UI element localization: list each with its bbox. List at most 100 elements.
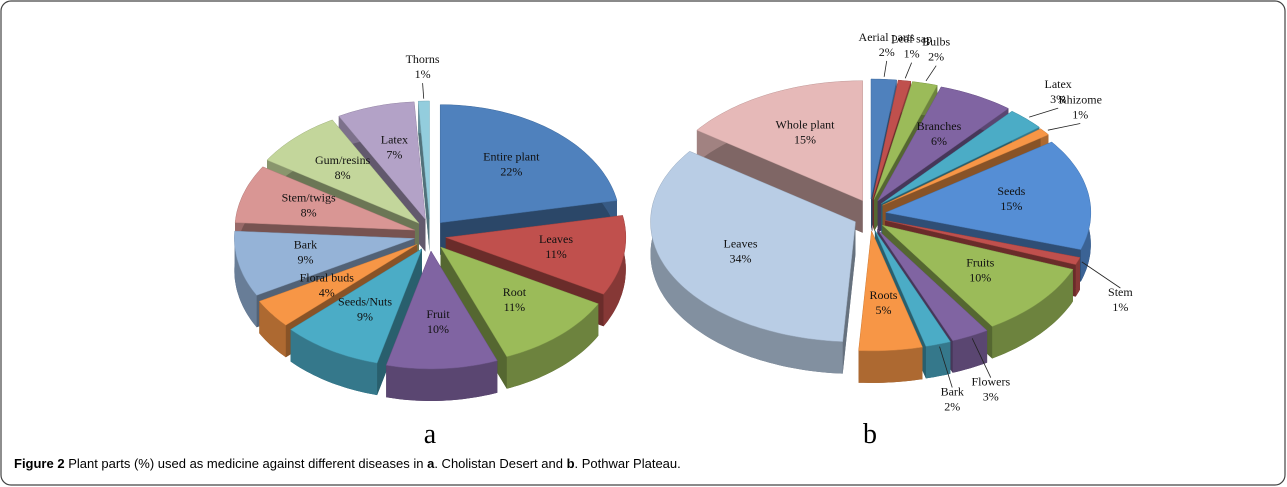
slice-side — [842, 221, 856, 374]
slice — [882, 128, 1049, 206]
slice-value: 1% — [1112, 300, 1128, 314]
slice-value: 5% — [875, 303, 891, 317]
slice — [385, 250, 498, 370]
slice-value: 9% — [357, 310, 373, 324]
slice-side — [650, 151, 843, 374]
slice — [877, 86, 1009, 202]
slice-name: Stem/twigs — [282, 190, 336, 204]
slice-label: Leaves 34% — [724, 236, 758, 265]
slice-label: Leaves 11% — [539, 232, 573, 261]
leader-line — [904, 62, 912, 79]
slice-label: Fruit 10% — [426, 307, 450, 336]
slice-label: Rhizome 1% — [1059, 92, 1102, 121]
slice-label: Bark 9% — [294, 237, 317, 266]
charts: Entire plant 22% Leaves 11% Root 11% Fruit 10% S… — [234, 30, 1133, 450]
slice — [858, 229, 923, 383]
slice — [417, 100, 430, 251]
slice-value: 15% — [1000, 199, 1022, 213]
caption-label: Figure 2 — [14, 456, 65, 471]
slice-name: Stem — [1108, 285, 1133, 299]
slice — [696, 80, 863, 202]
slice — [650, 151, 856, 342]
slice-label: Whole plant 15% — [776, 117, 836, 146]
slice-name: Latex — [381, 132, 408, 146]
slice-name: Seeds/Nuts — [338, 295, 392, 309]
leader-line — [883, 60, 888, 77]
slice-name: Thorns — [406, 52, 440, 66]
slice-side — [603, 215, 626, 327]
slice-label: Stem 1% — [1108, 285, 1133, 314]
slice-value: 15% — [794, 132, 816, 146]
slice-value: 34% — [730, 251, 752, 265]
slice-name: Leaf sap — [891, 32, 932, 46]
slice — [234, 166, 415, 231]
caption-text: Plant parts (%) used as medicine against… — [65, 456, 428, 471]
slice-name: Entire plant — [483, 149, 540, 163]
slice — [290, 248, 423, 396]
slice-name: Gum/resins — [315, 153, 371, 167]
slice — [881, 110, 1040, 204]
slice — [439, 104, 618, 223]
slice — [874, 230, 951, 347]
slice-side — [858, 347, 923, 383]
slice — [881, 224, 1074, 327]
slice-label: Thorns 1% — [406, 52, 440, 81]
slice-name: Seeds — [997, 184, 1025, 198]
slice — [872, 79, 912, 200]
slice-label: Latex 7% — [381, 132, 408, 161]
slice-name: Root — [503, 285, 527, 299]
slice — [234, 230, 415, 296]
slice-name: Latex — [1044, 77, 1071, 91]
slice — [445, 215, 627, 295]
slice-value: 2% — [944, 399, 960, 413]
slice-label: Seeds/Nuts 9% — [338, 295, 392, 324]
slice-value: 10% — [427, 322, 449, 336]
caption-b: b — [567, 456, 575, 471]
slice-name: Branches — [917, 119, 962, 133]
slice-label: Branches 6% — [917, 119, 962, 148]
slice-name: Bulbs — [922, 35, 950, 49]
slice-name: Fruit — [426, 307, 450, 321]
slice — [884, 141, 1092, 250]
caption-a: a — [427, 456, 435, 471]
slice-name: Leaves — [724, 236, 758, 250]
slice-name: Fruits — [966, 256, 994, 270]
slice-label: Bulbs 2% — [922, 35, 950, 64]
slice-name: Flowers — [971, 375, 1010, 389]
slice-label: Aerial parts 2% — [859, 30, 916, 59]
slice-name: Aerial parts — [859, 30, 916, 44]
slice-side — [925, 341, 951, 379]
slice-side — [290, 329, 378, 396]
slice — [870, 78, 898, 200]
slice-label: Seeds 15% — [997, 184, 1025, 213]
leader-line — [1047, 123, 1081, 131]
slice-value: 4% — [319, 285, 335, 299]
leader-line — [422, 83, 425, 99]
slice-value: 1% — [1072, 107, 1088, 121]
slice-name: Bark — [941, 384, 964, 398]
slice — [877, 229, 988, 342]
slice-value: 8% — [335, 168, 351, 182]
slice — [385, 250, 498, 401]
slice-label: Bark 2% — [941, 384, 964, 413]
slice-value: 22% — [500, 164, 522, 178]
slice-label: Stem/twigs 8% — [282, 190, 336, 219]
slice-label: Entire plant 22% — [483, 149, 540, 178]
slice-label: Gum/resins 8% — [315, 153, 371, 182]
slice-side — [992, 269, 1073, 359]
slice — [650, 151, 856, 374]
panel-label: b — [863, 419, 877, 450]
slice — [290, 248, 423, 364]
slice-label: Leaf sap 1% — [891, 32, 932, 61]
slice-side — [418, 101, 430, 251]
slice — [266, 119, 420, 224]
leader-line — [1081, 261, 1121, 289]
slice-value: 9% — [297, 252, 313, 266]
slice-label: Roots 5% — [869, 288, 897, 317]
slice-value: 11% — [545, 247, 567, 261]
caption: Figure 2 Plant parts (%) used as medicin… — [14, 456, 681, 471]
caption-text: . Cholistan Desert and — [434, 456, 566, 471]
slice-name: Leaves — [539, 232, 573, 246]
slice-value: 8% — [301, 205, 317, 219]
slice — [858, 229, 923, 352]
